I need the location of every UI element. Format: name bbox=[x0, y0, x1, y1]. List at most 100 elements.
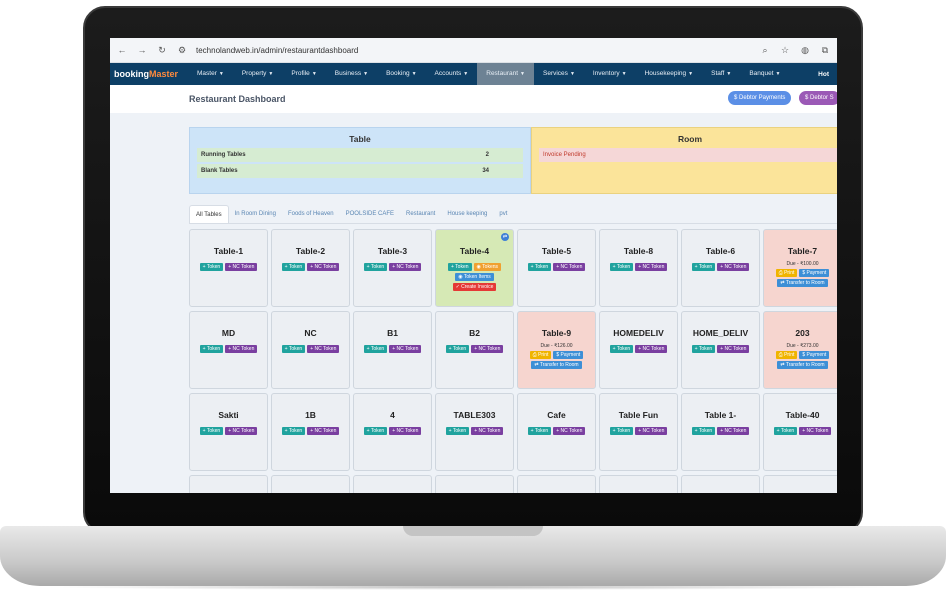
nav-item-restaurant[interactable]: Restaurant ▼ bbox=[477, 63, 534, 85]
table-card[interactable]: NC + Token + NC Token bbox=[271, 311, 350, 389]
address-bar[interactable]: technolandweb.in/admin/restaurantdashboa… bbox=[196, 45, 359, 55]
reload-icon[interactable]: ↻ bbox=[158, 44, 166, 55]
table-card[interactable]: Sakti + Token + NC Token bbox=[189, 393, 268, 471]
token-button[interactable]: + Token bbox=[609, 345, 634, 353]
token-button[interactable]: + Token bbox=[363, 263, 388, 271]
table-card[interactable] bbox=[599, 475, 678, 493]
table-card[interactable]: Table-8 + Token + NC Token bbox=[599, 229, 678, 307]
nc-token-button[interactable]: + NC Token bbox=[553, 263, 586, 271]
token-button[interactable]: + Token bbox=[447, 263, 472, 271]
table-card[interactable]: HOME_DELIV + Token + NC Token bbox=[681, 311, 760, 389]
nc-token-button[interactable]: + NC Token bbox=[389, 345, 422, 353]
nav-item-accounts[interactable]: Accounts ▼ bbox=[426, 63, 478, 85]
back-icon[interactable]: ← bbox=[117, 45, 127, 55]
token-button[interactable]: + Token bbox=[609, 263, 634, 271]
site-settings-icon[interactable]: ⚙ bbox=[177, 44, 187, 55]
extension-icon[interactable]: ◍ bbox=[801, 44, 809, 55]
table-card[interactable] bbox=[189, 475, 268, 493]
nav-hotel-menu[interactable]: Hot bbox=[818, 70, 829, 78]
table-card[interactable]: Table-1 + Token + NC Token bbox=[189, 229, 268, 307]
table-card[interactable]: Table-2 + Token + NC Token bbox=[271, 229, 350, 307]
nav-item-services[interactable]: Services ▼ bbox=[534, 63, 584, 85]
print-button[interactable]: ⎙ Print bbox=[529, 351, 552, 359]
forward-icon[interactable]: → bbox=[137, 45, 147, 55]
tab-foods-of-heaven[interactable]: Foods of Heaven bbox=[287, 211, 334, 217]
nav-item-business[interactable]: Business ▼ bbox=[326, 63, 377, 85]
table-card[interactable]: Table Fun + Token + NC Token bbox=[599, 393, 678, 471]
tab-in-room-dining[interactable]: In Room Dining bbox=[234, 211, 276, 217]
create-invoice-button[interactable]: ✓ Create Invoice bbox=[452, 283, 497, 291]
print-button[interactable]: ⎙ Print bbox=[775, 351, 798, 359]
table-card[interactable]: 4 + Token + NC Token bbox=[353, 393, 432, 471]
table-card[interactable] bbox=[353, 475, 432, 493]
nc-token-button[interactable]: + NC Token bbox=[225, 345, 258, 353]
nav-item-profile[interactable]: Profile ▼ bbox=[282, 63, 325, 85]
token-button[interactable]: + Token bbox=[445, 345, 470, 353]
token-items-button[interactable]: ◉ Token Items bbox=[455, 273, 494, 281]
transfer-to-room-button[interactable]: ⇄ Transfer to Room bbox=[777, 279, 828, 287]
table-card[interactable] bbox=[681, 475, 760, 493]
nc-token-button[interactable]: + NC Token bbox=[553, 427, 586, 435]
table-card[interactable]: MD + Token + NC Token bbox=[189, 311, 268, 389]
transfer-to-room-button[interactable]: ⇄ Transfer to Room bbox=[531, 361, 582, 369]
table-card[interactable]: Table-6 + Token + NC Token bbox=[681, 229, 760, 307]
token-button[interactable]: + Token bbox=[199, 263, 224, 271]
nav-item-inventory[interactable]: Inventory ▼ bbox=[584, 63, 636, 85]
tab-house-keeping[interactable]: House keeping bbox=[447, 211, 488, 217]
payment-button[interactable]: $ Payment bbox=[799, 351, 830, 359]
token-button[interactable]: + Token bbox=[527, 263, 552, 271]
nc-token-button[interactable]: + NC Token bbox=[717, 345, 750, 353]
tab-poolside-cafe[interactable]: POOLSIDE CAFE bbox=[345, 211, 394, 217]
nav-item-staff[interactable]: Staff ▼ bbox=[702, 63, 740, 85]
extensions-puzzle-icon[interactable]: ⧉ bbox=[821, 44, 829, 55]
nc-token-button[interactable]: + NC Token bbox=[471, 345, 504, 353]
table-card[interactable]: 1B + Token + NC Token bbox=[271, 393, 350, 471]
table-card[interactable] bbox=[517, 475, 596, 493]
table-card[interactable] bbox=[271, 475, 350, 493]
brand-logo[interactable]: bookingMaster bbox=[114, 69, 178, 79]
nc-token-button[interactable]: + NC Token bbox=[307, 263, 340, 271]
tab-restaurant[interactable]: Restaurant bbox=[406, 211, 436, 217]
token-button[interactable]: + Token bbox=[691, 427, 716, 435]
table-card[interactable]: Table-9 Due - ₹126.00 ⎙ Print $ Payment ⇄ Tr… bbox=[517, 311, 596, 389]
table-card[interactable]: Table-4 ⇄ + Token ◉ Tokens ◉ Token Items ✓ Cr… bbox=[435, 229, 514, 307]
nc-token-button[interactable]: + NC Token bbox=[471, 427, 504, 435]
tab-pvt[interactable]: pvt bbox=[499, 211, 508, 217]
transfer-to-room-button[interactable]: ⇄ Transfer to Room bbox=[777, 361, 828, 369]
table-card[interactable] bbox=[435, 475, 514, 493]
tokens-button[interactable]: ◉ Tokens bbox=[473, 263, 502, 271]
debtor-payments-button[interactable]: $ Debtor Payments bbox=[728, 91, 792, 105]
token-button[interactable]: + Token bbox=[199, 345, 224, 353]
payment-button[interactable]: $ Payment bbox=[799, 269, 830, 277]
table-card[interactable]: TABLE303 + Token + NC Token bbox=[435, 393, 514, 471]
table-card[interactable]: Table 1- + Token + NC Token bbox=[681, 393, 760, 471]
token-button[interactable]: + Token bbox=[609, 427, 634, 435]
nc-token-button[interactable]: + NC Token bbox=[307, 427, 340, 435]
debtor-statement-button[interactable]: $ Debtor S bbox=[799, 91, 837, 105]
nc-token-button[interactable]: + NC Token bbox=[225, 427, 258, 435]
table-card[interactable]: Table-7 Due - ₹100.00 ⎙ Print $ Payment ⇄ Tr… bbox=[763, 229, 837, 307]
table-card[interactable] bbox=[763, 475, 837, 493]
nav-item-property[interactable]: Property ▼ bbox=[233, 63, 283, 85]
nc-token-button[interactable]: + NC Token bbox=[635, 345, 668, 353]
nav-item-housekeeping[interactable]: Housekeeping ▼ bbox=[636, 63, 703, 85]
nav-item-booking[interactable]: Booking ▼ bbox=[377, 63, 425, 85]
swap-table-icon[interactable]: ⇄ bbox=[501, 233, 509, 241]
nc-token-button[interactable]: + NC Token bbox=[799, 427, 832, 435]
token-button[interactable]: + Token bbox=[281, 427, 306, 435]
nc-token-button[interactable]: + NC Token bbox=[717, 427, 750, 435]
print-button[interactable]: ⎙ Print bbox=[775, 269, 798, 277]
nc-token-button[interactable]: + NC Token bbox=[389, 263, 422, 271]
table-card[interactable]: Table-40 + Token + NC Token bbox=[763, 393, 837, 471]
zoom-icon[interactable]: ⌕ bbox=[762, 44, 768, 55]
token-button[interactable]: + Token bbox=[363, 427, 388, 435]
token-button[interactable]: + Token bbox=[199, 427, 224, 435]
nav-item-master[interactable]: Master ▼ bbox=[188, 63, 233, 85]
nc-token-button[interactable]: + NC Token bbox=[717, 263, 750, 271]
running-tables-row[interactable]: Running Tables 2 bbox=[197, 148, 523, 162]
nc-token-button[interactable]: + NC Token bbox=[635, 263, 668, 271]
table-card[interactable]: 203 Due - ₹273.00 ⎙ Print $ Payment ⇄ Transf… bbox=[763, 311, 837, 389]
table-card[interactable]: Table-5 + Token + NC Token bbox=[517, 229, 596, 307]
tab-all-tables[interactable]: All Tables bbox=[189, 205, 229, 223]
table-card[interactable]: Table-3 + Token + NC Token bbox=[353, 229, 432, 307]
